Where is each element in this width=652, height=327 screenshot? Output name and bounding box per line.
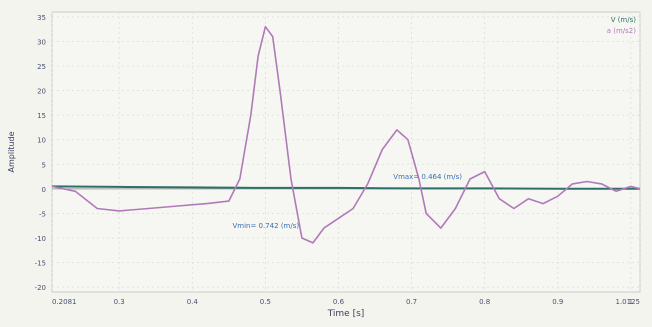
y-tick-label: 5 xyxy=(42,161,46,169)
x-tick-label: 0.9 xyxy=(552,298,563,306)
annotation-label: Vmax= 0.464 (m/s) xyxy=(393,173,462,181)
y-tick-label: -15 xyxy=(35,260,46,268)
y-tick-label: 15 xyxy=(37,112,46,120)
x-tick-label: 0.7 xyxy=(406,298,417,306)
y-tick-label: 0 xyxy=(42,186,46,194)
x-tick-label: 0.3 xyxy=(114,298,125,306)
legend-label: a (m/s2) xyxy=(607,27,637,35)
x-tick-label: 1.0125 xyxy=(616,298,641,306)
y-tick-labels: 35 30 25 20 15 10 5 0 -5 -10 -15 -20 xyxy=(35,14,46,292)
legend-label: V (m/s) xyxy=(611,16,637,24)
annotation-label: Vmin= 0.742 (m/s) xyxy=(232,222,299,230)
y-tick-label: 35 xyxy=(37,14,46,22)
y-tick-label: -20 xyxy=(35,284,46,292)
x-tick-label: 0.8 xyxy=(479,298,490,306)
x-tick-label: 1 xyxy=(629,298,633,306)
y-axis-label: Amplitude xyxy=(7,131,16,172)
annotations: Vmax= 0.464 (m/s) Vmin= 0.742 (m/s) xyxy=(232,173,462,230)
y-tick-label: 20 xyxy=(37,88,46,96)
x-tick-label: 0.2081 xyxy=(52,298,77,306)
legend: V (m/s) a (m/s2) xyxy=(607,16,637,35)
plot-area xyxy=(51,11,641,293)
x-tick-label: 0.5 xyxy=(260,298,271,306)
x-tick-label: 0.4 xyxy=(187,298,199,306)
y-tick-label: 30 xyxy=(37,38,46,46)
x-axis-label: Time [s] xyxy=(327,309,365,319)
y-tick-label: 10 xyxy=(37,137,46,145)
y-tick-label: -5 xyxy=(39,210,46,218)
y-tick-label: 25 xyxy=(37,63,46,71)
series-line-1 xyxy=(51,25,641,244)
series-line-0 xyxy=(51,185,640,190)
x-tick-labels: 0.2081 0.3 0.4 0.5 0.6 0.7 0.8 0.9 11.0125 xyxy=(52,298,640,306)
x-tick-label: 0.6 xyxy=(333,298,345,306)
series-lines xyxy=(51,25,641,244)
y-tick-label: -10 xyxy=(35,235,46,243)
